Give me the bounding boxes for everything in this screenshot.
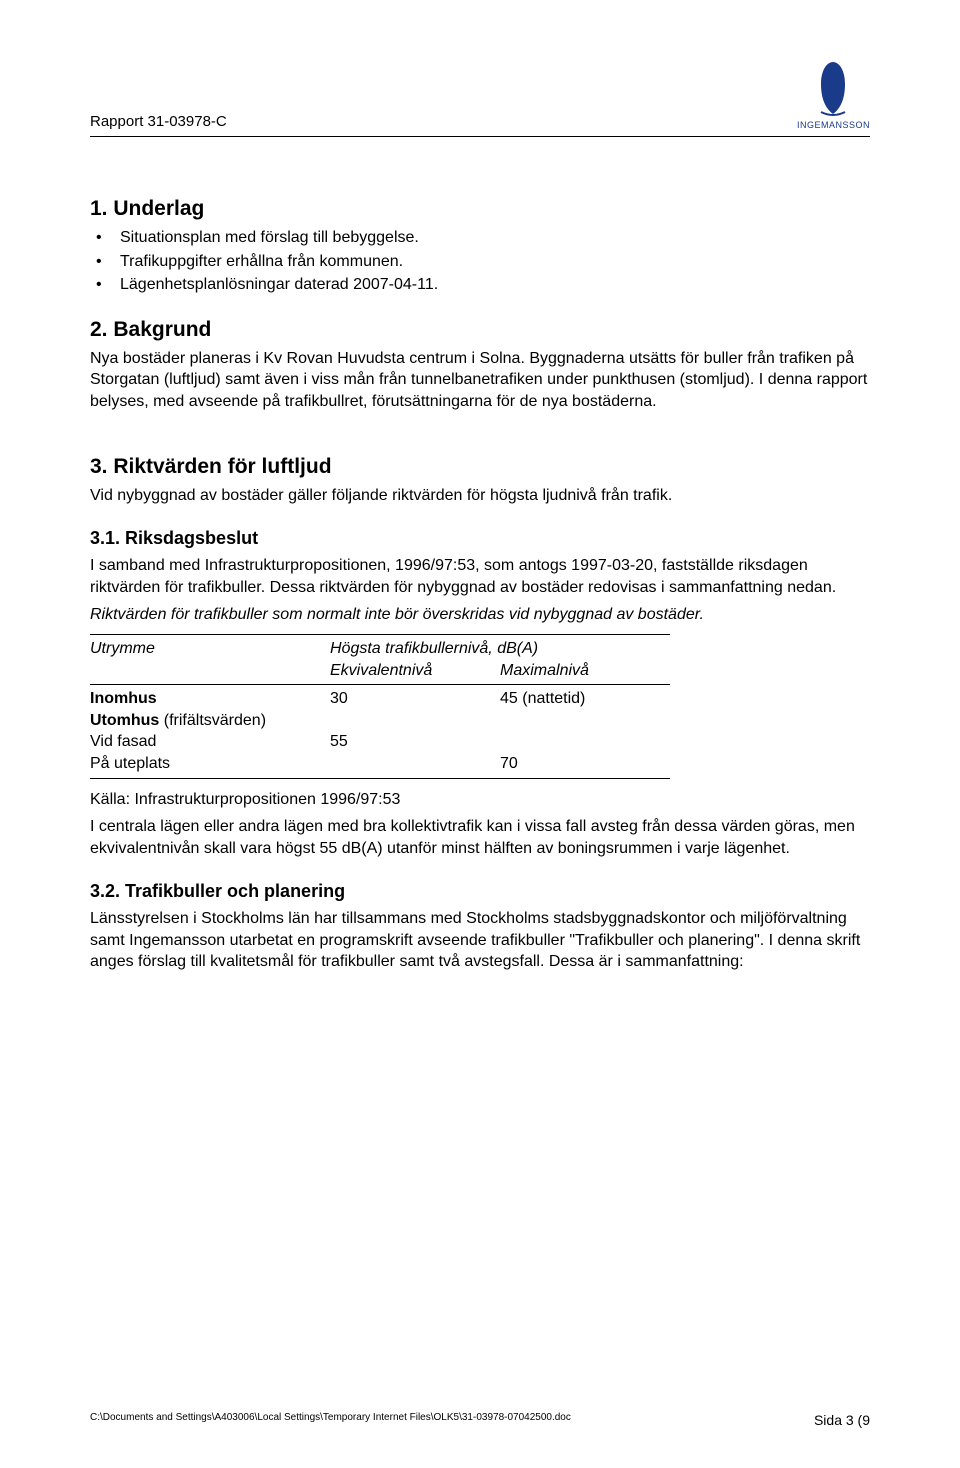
footer-page: Sida 3 (9 <box>814 1412 870 1428</box>
th-top: Högsta trafikbullernivå, dB(A) <box>330 638 670 660</box>
section-3-1-para2-italic: Riktvärden för trafikbuller som normalt … <box>90 604 870 626</box>
td-uteplats: På uteplats <box>90 753 330 775</box>
section-3-1-title: 3.1. Riksdagsbeslut <box>90 528 870 549</box>
report-id: Rapport 31-03978-C <box>90 113 227 130</box>
td-inomhus: Inomhus <box>90 688 330 710</box>
section-3-1-para3: I centrala lägen eller andra lägen med b… <box>90 816 870 859</box>
page-header: Rapport 31-03978-C INGEMANSSON <box>90 60 870 137</box>
section-2-title: 2. Bakgrund <box>90 318 870 342</box>
section-1-bullets: Situationsplan med förslag till bebyggel… <box>90 227 870 296</box>
table-source: Källa: Infrastrukturpropositionen 1996/9… <box>90 789 870 811</box>
section-3-title: 3. Riktvärden för luftljud <box>90 455 870 479</box>
th-utrymme: Utrymme <box>90 638 330 660</box>
td-inomhus-ekv: 30 <box>330 688 500 710</box>
page-footer: C:\Documents and Settings\A403006\Local … <box>90 1412 870 1428</box>
th-ekv: Ekvivalentnivå <box>330 660 500 682</box>
td-vidfasad-ekv: 55 <box>330 731 500 753</box>
td-utomhus: Utomhus (frifältsvärden) <box>90 710 330 732</box>
logo-caption: INGEMANSSON <box>797 120 870 130</box>
section-3-para: Vid nybyggnad av bostäder gäller följand… <box>90 485 870 507</box>
footer-path: C:\Documents and Settings\A403006\Local … <box>90 1412 571 1428</box>
td-uteplats-max: 70 <box>500 753 670 775</box>
logo: INGEMANSSON <box>797 60 870 130</box>
section-2-para: Nya bostäder planeras i Kv Rovan Huvudst… <box>90 348 870 413</box>
th-max: Maximalnivå <box>500 660 670 682</box>
bullet-item: Situationsplan med förslag till bebyggel… <box>90 227 870 249</box>
section-1-title: 1. Underlag <box>90 197 870 221</box>
section-3-2-title: 3.2. Trafikbuller och planering <box>90 881 870 902</box>
td-vidfasad: Vid fasad <box>90 731 330 753</box>
th-blank <box>90 660 330 682</box>
riktvarden-table: Utrymme Högsta trafikbullernivå, dB(A) E… <box>90 634 670 779</box>
section-3-1-para1: I samband med Infrastrukturpropositionen… <box>90 555 870 598</box>
bullet-item: Lägenhetsplanlösningar daterad 2007-04-1… <box>90 274 870 296</box>
bullet-item: Trafikuppgifter erhållna från kommunen. <box>90 251 870 273</box>
shell-icon <box>811 60 855 118</box>
td-inomhus-max: 45 (nattetid) <box>500 688 670 710</box>
section-3-2-para1: Länsstyrelsen i Stockholms län har tills… <box>90 908 870 973</box>
